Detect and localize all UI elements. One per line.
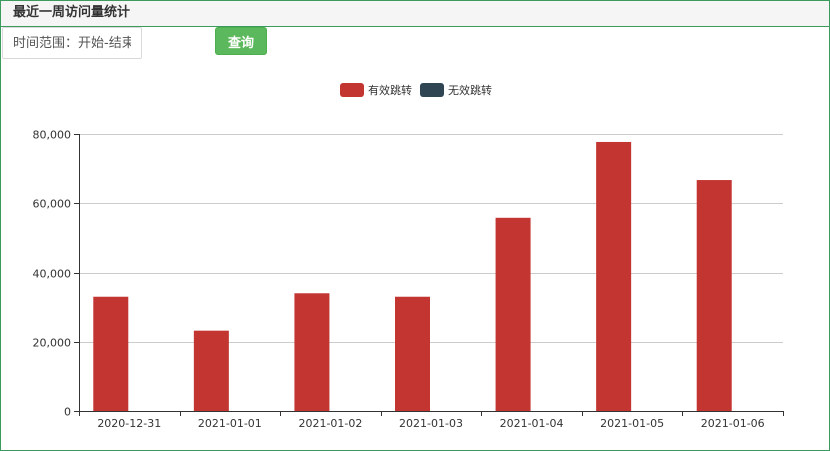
x-tick-label: 2021-01-04 <box>500 417 564 430</box>
y-tick-label: 0 <box>64 406 71 419</box>
x-tick-label: 2021-01-05 <box>600 417 664 430</box>
legend-swatch[interactable] <box>420 83 444 97</box>
bar-valid <box>596 141 632 411</box>
x-tick-label: 2021-01-03 <box>399 417 463 430</box>
bar-valid <box>696 180 732 411</box>
legend-label[interactable]: 有效跳转 <box>368 83 412 97</box>
bar-valid <box>193 330 229 411</box>
bar-valid <box>395 296 430 411</box>
x-tick-label: 2020-12-31 <box>97 417 161 430</box>
x-tick-label: 2021-01-06 <box>701 417 765 430</box>
y-tick-label: 60,000 <box>33 198 72 211</box>
y-tick-label: 20,000 <box>33 337 72 350</box>
y-tick-label: 80,000 <box>33 129 72 142</box>
x-tick-label: 2021-01-02 <box>298 417 362 430</box>
legend-label[interactable]: 无效跳转 <box>448 83 492 97</box>
bar-valid <box>495 217 531 411</box>
bar-valid <box>93 296 129 411</box>
legend-swatch[interactable] <box>340 83 364 97</box>
y-tick-label: 40,000 <box>33 268 72 281</box>
bar-valid <box>294 293 330 411</box>
panel-title: 最近一周访问量统计 <box>13 5 131 20</box>
x-tick-label: 2021-01-01 <box>198 417 262 430</box>
query-button[interactable]: 查询 <box>215 27 267 55</box>
panel-header: 最近一周访问量统计 <box>1 1 829 27</box>
date-range-input[interactable] <box>2 27 142 59</box>
